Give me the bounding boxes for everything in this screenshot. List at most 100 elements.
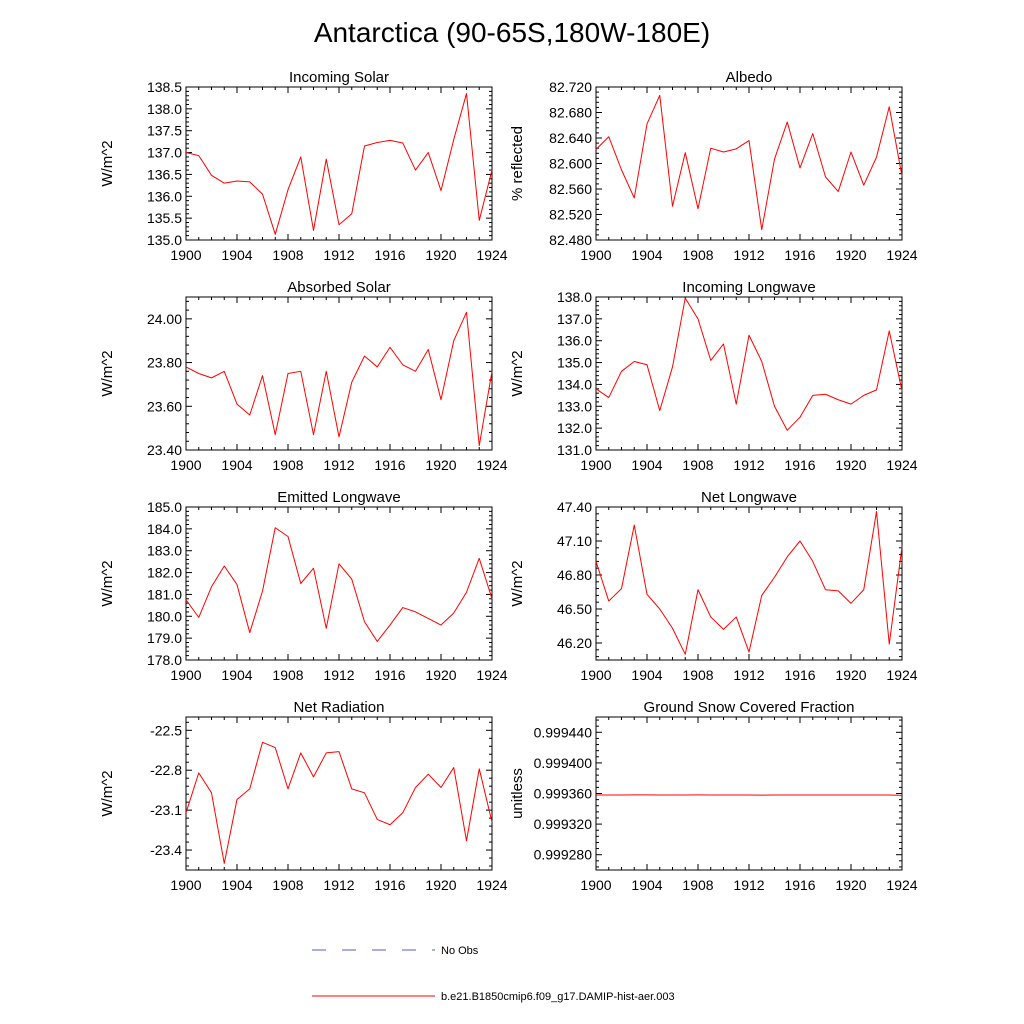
x-tick-label: 1900 [580, 877, 611, 893]
x-tick-label: 1900 [170, 247, 201, 263]
x-tick-label: 1900 [170, 667, 201, 683]
x-tick-label: 1920 [425, 877, 456, 893]
chart-panel: Emitted Longwave W/m^2 1900 1904 1908 1912 191… [99, 489, 508, 683]
y-tick-label: 82.600 [549, 156, 592, 172]
series-line [185, 93, 493, 235]
legend-model-label: b.e21.B1850cmip6.f09_g17.DAMIP-hist-aer.… [441, 991, 675, 1003]
x-tick-label: 1920 [425, 247, 456, 263]
y-tick-label: 23.60 [147, 398, 182, 414]
plot-frame [595, 506, 903, 661]
x-tick-label: 1916 [784, 247, 815, 263]
series-line [595, 511, 903, 655]
plot-frame [185, 506, 493, 661]
series-line [595, 297, 903, 431]
x-tick-label: 1924 [476, 667, 507, 683]
plot-frame [185, 296, 493, 451]
panel-title: Incoming Solar [289, 69, 389, 86]
y-tick-label: -22.8 [150, 762, 182, 778]
x-tick-label: 1908 [272, 457, 303, 473]
x-tick-label: 1920 [425, 667, 456, 683]
panel-title: Emitted Longwave [277, 489, 400, 506]
y-axis-label: % reflected [509, 126, 526, 201]
x-tick-label: 1924 [886, 457, 917, 473]
x-tick-label: 1900 [170, 877, 201, 893]
y-tick-label: 178.0 [147, 652, 182, 668]
x-tick-label: 1908 [682, 247, 713, 263]
y-tick-label: 137.0 [557, 311, 592, 327]
y-tick-label: 183.0 [147, 543, 182, 559]
panel-title: Ground Snow Covered Fraction [644, 699, 855, 716]
y-tick-label: 82.640 [549, 130, 592, 146]
y-tick-label: -23.1 [150, 802, 182, 818]
x-tick-label: 1912 [323, 457, 354, 473]
y-axis-label: W/m^2 [509, 560, 526, 606]
x-tick-label: 1916 [374, 247, 405, 263]
y-tick-label: 182.0 [147, 565, 182, 581]
y-tick-label: 185.0 [147, 499, 182, 515]
y-tick-label: 184.0 [147, 521, 182, 537]
x-tick-label: 1900 [580, 457, 611, 473]
plot-frame [595, 716, 903, 871]
x-tick-label: 1920 [835, 457, 866, 473]
x-tick-label: 1900 [580, 247, 611, 263]
y-axis-label: W/m^2 [99, 350, 116, 396]
x-tick-label: 1924 [476, 247, 507, 263]
y-tick-label: 135.5 [147, 210, 182, 226]
x-tick-label: 1924 [476, 877, 507, 893]
panel-title: Net Radiation [294, 699, 385, 716]
x-tick-label: 1924 [476, 457, 507, 473]
y-axis-label: W/m^2 [99, 770, 116, 816]
chart-panel: Absorbed Solar W/m^2 1900 1904 1908 1912 1916 1… [99, 279, 508, 473]
y-tick-label: 135.0 [147, 232, 182, 248]
y-tick-label: 0.999320 [534, 816, 593, 832]
x-tick-label: 1912 [733, 877, 764, 893]
y-tick-label: 47.40 [557, 499, 592, 515]
x-tick-label: 1912 [323, 667, 354, 683]
x-tick-label: 1900 [580, 667, 611, 683]
y-tick-label: 138.0 [557, 289, 592, 305]
y-tick-label: 179.0 [147, 630, 182, 646]
x-tick-label: 1904 [631, 877, 662, 893]
y-tick-label: 0.999280 [534, 847, 593, 863]
y-tick-label: 132.0 [557, 420, 592, 436]
x-tick-label: 1908 [272, 247, 303, 263]
x-tick-label: 1908 [272, 877, 303, 893]
x-tick-label: 1924 [886, 877, 917, 893]
panel-title: Albedo [726, 69, 773, 86]
y-tick-label: 82.720 [549, 79, 592, 95]
y-tick-label: 136.0 [147, 188, 182, 204]
plot-frame [185, 716, 493, 871]
y-tick-label: 46.20 [557, 635, 592, 651]
x-tick-label: 1912 [733, 247, 764, 263]
y-tick-label: 23.40 [147, 442, 182, 458]
x-tick-label: 1916 [784, 457, 815, 473]
chart-panels: Incoming Solar W/m^2 1900 1904 1908 1912 1916 1… [99, 69, 918, 893]
y-tick-label: 46.50 [557, 601, 592, 617]
x-tick-label: 1908 [682, 667, 713, 683]
x-tick-label: 1908 [682, 877, 713, 893]
x-tick-label: 1904 [221, 877, 252, 893]
x-tick-label: 1912 [733, 457, 764, 473]
legend: No Obs b.e21.B1850cmip6.f09_g17.DAMIP-hi… [312, 945, 675, 1003]
x-tick-label: 1916 [374, 457, 405, 473]
y-tick-label: 23.80 [147, 355, 182, 371]
plot-frame [185, 86, 493, 241]
y-tick-label: 133.0 [557, 398, 592, 414]
x-tick-label: 1904 [631, 457, 662, 473]
y-tick-label: 137.0 [147, 145, 182, 161]
y-tick-label: 82.560 [549, 181, 592, 197]
x-tick-label: 1908 [682, 457, 713, 473]
legend-obs-label: No Obs [441, 945, 479, 957]
series-line [185, 527, 493, 642]
y-tick-label: 136.5 [147, 166, 182, 182]
x-tick-label: 1912 [323, 877, 354, 893]
y-axis-label: unitless [509, 768, 526, 819]
y-tick-label: 138.5 [147, 79, 182, 95]
y-tick-label: 0.999400 [534, 755, 593, 771]
panel-title: Incoming Longwave [682, 279, 815, 296]
figure-title: Antarctica (90-65S,180W-180E) [314, 17, 710, 48]
y-tick-label: 135.0 [557, 355, 592, 371]
x-tick-label: 1904 [221, 247, 252, 263]
panel-title: Net Longwave [701, 489, 797, 506]
